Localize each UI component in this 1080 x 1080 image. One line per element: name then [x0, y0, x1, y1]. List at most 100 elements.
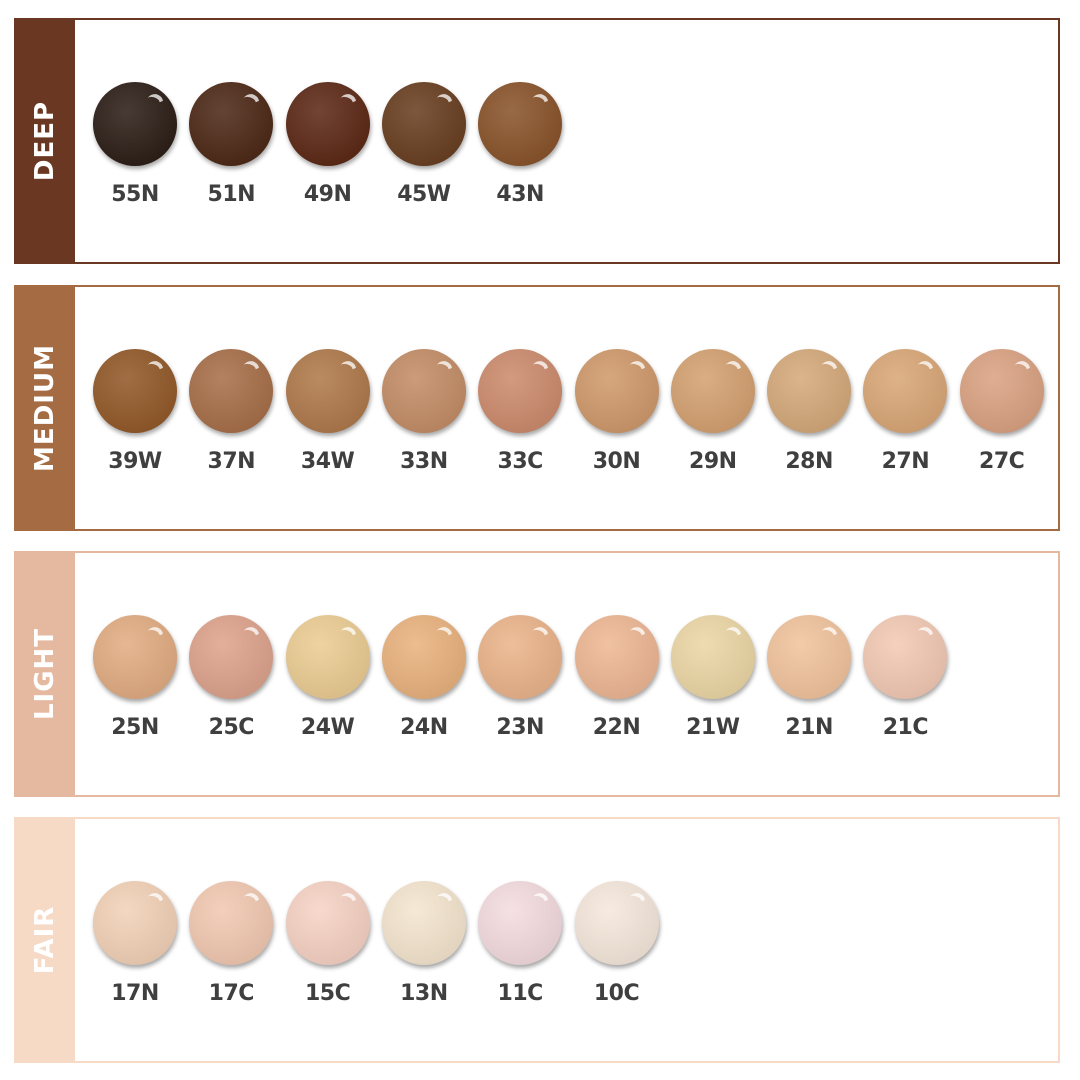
shade-dot	[959, 349, 1044, 433]
shade-dot	[285, 82, 370, 166]
shade-dot	[670, 615, 755, 699]
shade-swatch[interactable]: 55N	[87, 82, 183, 207]
shade-dot	[574, 615, 659, 699]
shade-code: 11C	[497, 981, 544, 1006]
shade-code: 39W	[108, 449, 162, 474]
section-label: MEDIUM	[29, 344, 60, 472]
shade-code: 30N	[592, 449, 641, 474]
shade-swatch[interactable]: 11C	[472, 881, 568, 1006]
shade-dot	[285, 881, 370, 965]
shade-code: 23N	[496, 715, 544, 740]
shade-code: 51N	[207, 182, 256, 207]
shade-swatch[interactable]: 24N	[376, 615, 472, 740]
shade-code: 15C	[304, 981, 351, 1006]
shade-dot	[189, 881, 274, 965]
shade-code: 21C	[882, 715, 929, 740]
shade-code: 27N	[881, 449, 930, 474]
section-label-bar: MEDIUM	[14, 285, 75, 531]
shade-swatch[interactable]: 27N	[857, 349, 953, 474]
shade-dot	[478, 881, 563, 965]
shade-swatch[interactable]: 43N	[472, 82, 568, 207]
shade-code: 25C	[208, 715, 255, 740]
shade-code: 33C	[497, 449, 544, 474]
shade-dot	[189, 615, 274, 699]
shade-dot	[381, 82, 466, 166]
shade-dot	[189, 349, 274, 433]
shade-swatch[interactable]: 34W	[280, 349, 376, 474]
shade-swatch[interactable]: 21W	[665, 615, 761, 740]
shade-dot	[767, 615, 852, 699]
shade-swatch[interactable]: 25N	[87, 615, 183, 740]
shade-dot	[478, 82, 563, 166]
shade-swatch[interactable]: 28N	[761, 349, 857, 474]
shade-code: 28N	[785, 449, 833, 474]
shade-swatch[interactable]: 39W	[87, 349, 183, 474]
shade-code: 17N	[111, 981, 159, 1006]
shade-swatch[interactable]: 21C	[857, 615, 953, 740]
shade-code: 25N	[111, 715, 159, 740]
shade-dot	[93, 881, 177, 965]
shade-code: 55N	[111, 182, 159, 207]
shade-dot	[863, 349, 948, 433]
shade-code: 21W	[686, 715, 740, 740]
shade-dot	[863, 615, 948, 699]
shade-swatch[interactable]: 15C	[280, 881, 376, 1006]
shade-code: 13N	[400, 981, 448, 1006]
shade-dot	[93, 349, 177, 433]
shade-dot	[381, 615, 466, 699]
shade-dot	[381, 881, 466, 965]
shade-swatch[interactable]: 29N	[665, 349, 761, 474]
shade-dot	[93, 82, 177, 166]
shade-dot	[767, 349, 852, 433]
shade-code: 43N	[496, 182, 544, 207]
shade-code: 27C	[979, 449, 1025, 474]
shade-swatch[interactable]: 33N	[376, 349, 472, 474]
section-label: LIGHT	[29, 627, 60, 721]
shade-dot	[285, 349, 370, 433]
section-light: LIGHT 25N 25C 24W 24N 23N 22N 21W 21N 21C	[14, 551, 1060, 797]
shade-dot	[478, 349, 563, 433]
section-medium: MEDIUM 39W 37N 34W 33N 33C 30N 29N 28N 27N 27C	[14, 285, 1060, 531]
shade-code: 17C	[208, 981, 255, 1006]
shade-code: 45W	[397, 182, 451, 207]
shade-code: 37N	[207, 449, 256, 474]
shade-swatch[interactable]: 23N	[472, 615, 568, 740]
shade-code: 24W	[300, 715, 355, 740]
shade-code: 21N	[785, 715, 833, 740]
shade-code: 22N	[592, 715, 641, 740]
shade-code: 49N	[303, 182, 352, 207]
shade-swatch[interactable]: 27C	[954, 349, 1050, 474]
shade-dot	[478, 615, 563, 699]
shade-swatch[interactable]: 30N	[569, 349, 665, 474]
shade-swatch[interactable]: 24W	[280, 615, 376, 740]
shade-swatch[interactable]: 51N	[183, 82, 279, 207]
shade-swatch[interactable]: 22N	[569, 615, 665, 740]
section-label-bar: LIGHT	[14, 551, 75, 797]
shade-swatch[interactable]: 45W	[376, 82, 472, 207]
section-label-bar: DEEP	[14, 18, 75, 264]
shade-code: 34W	[300, 449, 355, 474]
shade-dot	[189, 82, 274, 166]
shade-swatch[interactable]: 49N	[280, 82, 376, 207]
section-deep: DEEP 55N 51N 49N 45W 43N	[14, 18, 1060, 264]
shade-dot	[574, 349, 659, 433]
section-label: FAIR	[29, 905, 60, 975]
shade-swatch[interactable]: 21N	[761, 615, 857, 740]
section-label: DEEP	[29, 100, 60, 182]
shade-code: 29N	[689, 449, 737, 474]
shade-swatch[interactable]: 17C	[183, 881, 279, 1006]
shade-dot	[285, 615, 370, 699]
shade-swatch[interactable]: 33C	[472, 349, 568, 474]
shade-code: 24N	[400, 715, 448, 740]
shade-dot	[381, 349, 466, 433]
shade-code: 33N	[400, 449, 448, 474]
shade-code: 10C	[593, 981, 640, 1006]
shade-swatch[interactable]: 10C	[569, 881, 665, 1006]
shade-swatch[interactable]: 13N	[376, 881, 472, 1006]
shade-dot	[574, 881, 659, 965]
shade-swatch[interactable]: 25C	[183, 615, 279, 740]
shade-swatch[interactable]: 17N	[87, 881, 183, 1006]
section-fair: FAIR 17N 17C 15C 13N 11C 10C	[14, 817, 1060, 1063]
shade-swatch[interactable]: 37N	[183, 349, 279, 474]
shade-dot	[93, 615, 177, 699]
